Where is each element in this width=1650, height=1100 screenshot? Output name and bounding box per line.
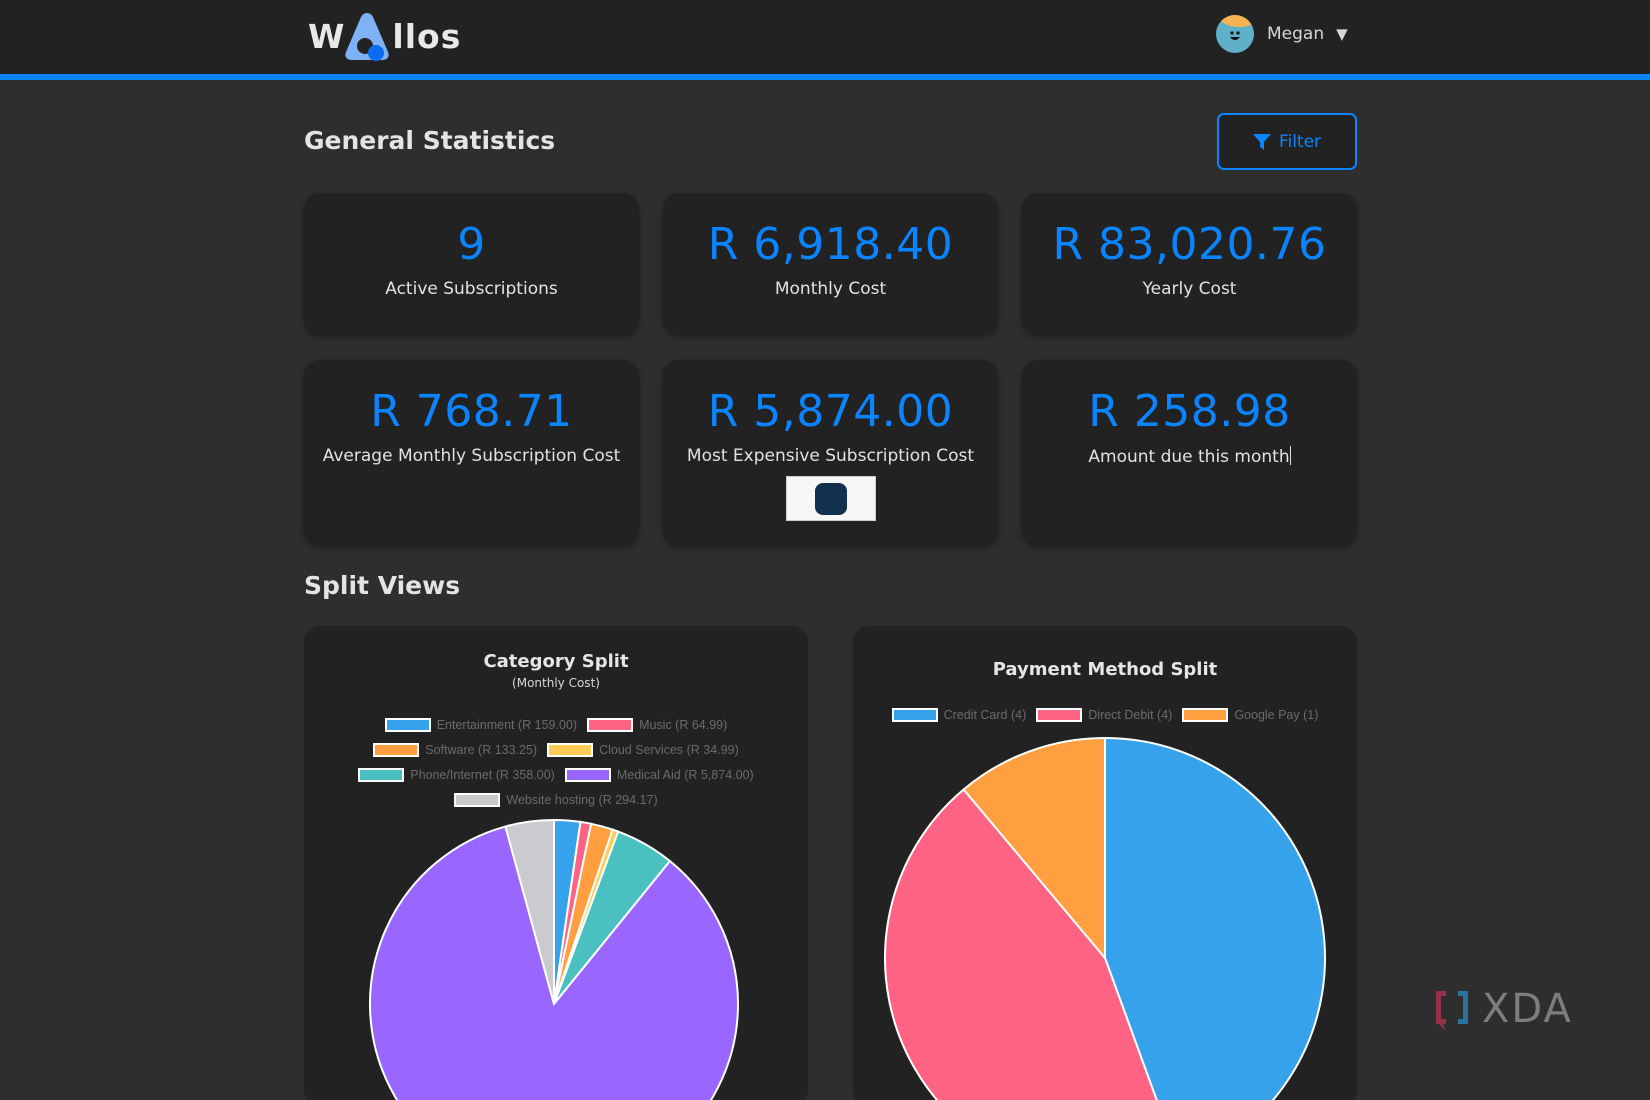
subscription-logo-icon bbox=[814, 482, 847, 515]
user-menu[interactable]: Megan ▼ bbox=[1216, 14, 1348, 54]
stat-label: Amount due this month bbox=[1088, 447, 1290, 468]
stat-label: Most Expensive Subscription Cost bbox=[686, 446, 975, 467]
chart-legend-row: Entertainment (R 159.00) Music (R 64.99) bbox=[304, 718, 808, 732]
wallos-logo[interactable]: W llos bbox=[308, 8, 461, 64]
stat-card-monthly-cost: R 6,918.40 Monthly Cost bbox=[663, 193, 998, 335]
section-title-split-views: Split Views bbox=[304, 571, 461, 600]
legend-swatch bbox=[358, 768, 405, 782]
chart-title: Category Split bbox=[483, 651, 629, 672]
logo-triangle-icon bbox=[343, 10, 391, 62]
chart-subtitle: (Monthly Cost) bbox=[512, 676, 600, 690]
legend-item-music[interactable]: Music (R 64.99) bbox=[587, 718, 727, 732]
pie-slice-medical-aid[interactable] bbox=[369, 825, 739, 1100]
stat-value: 9 bbox=[457, 219, 486, 270]
top-header: W llos Megan ▼ bbox=[0, 0, 1650, 74]
filter-funnel-icon bbox=[1252, 133, 1271, 150]
chart-legend-row: Website hosting (R 294.17) bbox=[304, 793, 808, 807]
chart-legend-row: Credit Card (4) Direct Debit (4) Google … bbox=[853, 708, 1357, 722]
logo-text-right: llos bbox=[392, 16, 462, 56]
legend-swatch bbox=[547, 743, 594, 757]
pie-slice-google-pay[interactable] bbox=[962, 736, 1106, 961]
legend-item-phone-internet[interactable]: Phone/Internet (R 358.00) bbox=[358, 768, 555, 782]
legend-label: Music (R 64.99) bbox=[639, 718, 728, 732]
pie-slice-credit-card[interactable] bbox=[1104, 736, 1326, 1100]
legend-label: Google Pay (1) bbox=[1234, 708, 1319, 722]
legend-swatch bbox=[1182, 708, 1229, 722]
section-title-general-statistics: General Statistics bbox=[304, 126, 556, 155]
smiley-face-icon bbox=[1230, 31, 1240, 40]
stat-value: R 5,874.00 bbox=[707, 386, 954, 437]
legend-label: Software (R 133.25) bbox=[425, 743, 538, 757]
legend-swatch bbox=[587, 718, 634, 732]
legend-label: Entertainment (R 159.00) bbox=[436, 718, 578, 732]
legend-label: Direct Debit (4) bbox=[1088, 708, 1173, 722]
stat-card-most-expensive: R 5,874.00 Most Expensive Subscription C… bbox=[663, 360, 998, 546]
legend-item-direct-debit[interactable]: Direct Debit (4) bbox=[1036, 708, 1172, 722]
legend-swatch bbox=[454, 793, 501, 807]
xda-watermark: XDA bbox=[1434, 985, 1573, 1033]
stat-label-wrap: Amount due this month bbox=[1022, 446, 1357, 467]
legend-label: Cloud Services (R 34.99) bbox=[599, 743, 739, 757]
stat-card-amount-due: R 258.98 Amount due this month bbox=[1022, 360, 1357, 546]
legend-label: Credit Card (4) bbox=[943, 708, 1027, 722]
legend-swatch bbox=[384, 718, 431, 732]
stat-label: Monthly Cost bbox=[774, 279, 887, 300]
legend-item-software[interactable]: Software (R 133.25) bbox=[373, 743, 537, 757]
stat-card-average-monthly-cost: R 768.71 Average Monthly Subscription Co… bbox=[304, 360, 639, 546]
stat-label: Active Subscriptions bbox=[385, 279, 558, 300]
pie-slice-direct-debit[interactable] bbox=[884, 788, 1180, 1100]
chart-legend-row: Phone/Internet (R 358.00) Medical Aid (R… bbox=[304, 768, 808, 782]
chevron-down-icon[interactable]: ▼ bbox=[1336, 25, 1348, 43]
avatar[interactable] bbox=[1216, 15, 1254, 53]
legend-item-credit-card[interactable]: Credit Card (4) bbox=[891, 708, 1027, 722]
legend-swatch bbox=[1036, 708, 1083, 722]
legend-swatch bbox=[564, 768, 611, 782]
chart-legend-row: Software (R 133.25) Cloud Services (R 34… bbox=[304, 743, 808, 757]
legend-item-medical-aid[interactable]: Medical Aid (R 5,874.00) bbox=[564, 768, 754, 782]
subscription-logo-thumbnail bbox=[785, 476, 876, 522]
text-cursor bbox=[1289, 446, 1291, 466]
legend-item-cloud-services[interactable]: Cloud Services (R 34.99) bbox=[547, 743, 739, 757]
filter-button[interactable]: Filter bbox=[1217, 113, 1357, 170]
header-accent-bar bbox=[0, 74, 1650, 80]
filter-button-label: Filter bbox=[1278, 131, 1322, 152]
stat-label: Yearly Cost bbox=[1142, 279, 1237, 300]
legend-item-google-pay[interactable]: Google Pay (1) bbox=[1182, 708, 1318, 722]
payment-method-split-panel: Payment Method Split Credit Card (4) Dir… bbox=[853, 626, 1357, 1100]
logo-text-left: W bbox=[308, 16, 346, 56]
stat-value: R 83,020.76 bbox=[1052, 219, 1327, 270]
category-pie-chart[interactable] bbox=[368, 818, 740, 1100]
legend-item-website-hosting[interactable]: Website hosting (R 294.17) bbox=[454, 793, 658, 807]
legend-item-entertainment[interactable]: Entertainment (R 159.00) bbox=[384, 718, 578, 732]
legend-label: Phone/Internet (R 358.00) bbox=[410, 768, 555, 782]
stat-value: R 258.98 bbox=[1088, 386, 1291, 437]
chart-title: Payment Method Split bbox=[992, 659, 1218, 680]
xda-bracket-icon bbox=[1436, 991, 1468, 1031]
legend-label: Medical Aid (R 5,874.00) bbox=[616, 768, 754, 782]
legend-label: Website hosting (R 294.17) bbox=[506, 793, 658, 807]
legend-swatch bbox=[891, 708, 938, 722]
stat-card-active-subscriptions: 9 Active Subscriptions bbox=[304, 193, 639, 335]
payment-pie-chart[interactable] bbox=[883, 736, 1327, 1100]
category-split-panel: Category Split (Monthly Cost) Entertainm… bbox=[304, 626, 808, 1100]
stat-label: Average Monthly Subscription Cost bbox=[322, 446, 621, 467]
legend-swatch bbox=[373, 743, 420, 757]
stat-card-yearly-cost: R 83,020.76 Yearly Cost bbox=[1022, 193, 1357, 335]
pie-slice-website-hosting[interactable] bbox=[504, 818, 556, 1005]
stat-value: R 6,918.40 bbox=[707, 219, 954, 270]
user-name: Megan bbox=[1267, 24, 1325, 44]
watermark-text: XDA bbox=[1482, 986, 1573, 1032]
stat-value: R 768.71 bbox=[370, 386, 573, 437]
